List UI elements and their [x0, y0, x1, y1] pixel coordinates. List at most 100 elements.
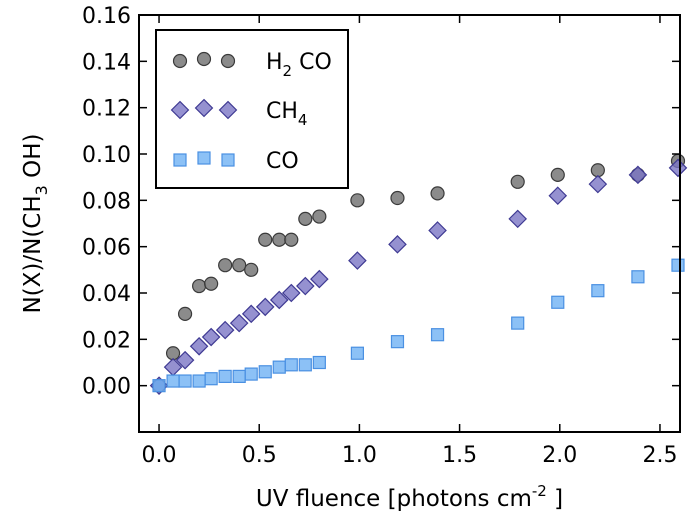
legend-marker-co	[221, 153, 235, 167]
legend: H2 CO CH4 CO	[155, 29, 349, 189]
x-tick-label: 0.5	[242, 443, 277, 468]
point-co	[178, 374, 192, 388]
point-co	[350, 346, 365, 360]
y-axis-label-pre: N(X)/N(CH	[20, 195, 46, 313]
point-h2co	[350, 193, 365, 208]
point-co	[258, 365, 272, 379]
point-co	[192, 374, 206, 388]
point-ch4	[668, 158, 688, 178]
point-h2co	[177, 306, 193, 321]
point-h2co	[284, 232, 299, 247]
point-co	[390, 335, 405, 349]
point-ch4	[388, 235, 407, 254]
legend-marker-ch4	[170, 100, 190, 120]
point-h2co	[550, 167, 565, 182]
point-h2co	[430, 186, 445, 201]
x-tick-label: 2.5	[642, 443, 677, 468]
point-h2co	[165, 346, 181, 361]
y-tick-label: 0.00	[82, 375, 131, 400]
point-h2co	[244, 262, 259, 277]
y-axis-label-subscript: 3	[32, 185, 51, 195]
legend-label-co: CO	[266, 149, 299, 174]
point-co	[298, 358, 312, 372]
point-ch4	[348, 251, 367, 270]
legend-marker-ch4	[194, 98, 214, 118]
axis-ticks: 0.0 0.5 1.0 1.5 2.0 2.5 0.00 0.02 0.04 0.06 0.08 0.…	[82, 4, 680, 468]
point-co	[591, 284, 605, 298]
point-co	[430, 328, 445, 342]
point-h2co	[590, 163, 605, 178]
legend-marker-h2co	[196, 51, 212, 67]
y-axis-label-post: OH)	[20, 133, 46, 185]
y-tick-label: 0.04	[82, 282, 131, 307]
point-ch4	[310, 269, 329, 289]
point-h2co	[232, 258, 247, 273]
point-h2co	[312, 209, 327, 224]
legend-marker-co	[173, 153, 187, 167]
legend-label-ch4-sub: 4	[298, 111, 308, 129]
legend-marker-h2co	[172, 53, 188, 69]
point-ch4	[215, 320, 235, 340]
point-ch4	[296, 276, 315, 296]
point-ch4	[628, 165, 648, 185]
point-h2co	[258, 232, 273, 247]
point-co	[284, 358, 298, 372]
y-tick-label: 0.14	[82, 50, 131, 75]
legend-label-h2co-post: CO	[292, 50, 332, 75]
legend-marker-ch4	[218, 100, 238, 120]
series-co	[152, 258, 685, 393]
y-tick-label: 0.06	[82, 236, 131, 261]
point-ch4	[175, 350, 195, 370]
point-co	[204, 372, 218, 386]
x-axis-label-tail: ]	[547, 486, 563, 512]
point-co	[218, 369, 232, 383]
legend-marker-co	[197, 151, 211, 165]
point-h2co	[390, 190, 405, 206]
point-ch4	[189, 336, 209, 356]
plot-frame	[138, 14, 681, 433]
point-co	[166, 374, 180, 388]
point-ch4	[229, 313, 249, 333]
legend-marker-h2co	[220, 53, 236, 69]
point-co	[511, 316, 525, 330]
legend-label-h2co: H2 CO	[266, 50, 332, 80]
data-points	[149, 153, 688, 395]
x-tick-label: 0.0	[142, 443, 177, 468]
legend-label-h2co-pre: H	[266, 50, 283, 75]
point-co	[272, 360, 286, 374]
y-tick-label: 0.16	[82, 4, 131, 29]
point-ch4	[255, 297, 275, 317]
point-h2co	[218, 258, 233, 273]
point-h2co	[192, 278, 207, 294]
point-co	[551, 295, 565, 309]
y-axis-label: N(X)/N(CH3 OH)	[20, 133, 51, 313]
point-co	[671, 258, 685, 272]
point-ch4	[428, 221, 447, 240]
legend-label-ch4-pre: CH	[266, 99, 298, 124]
legend-markers	[170, 51, 238, 167]
x-axis-label: UV fluence [photons cm-2 ]	[256, 482, 563, 512]
y-tick-label: 0.02	[82, 328, 131, 353]
series-ch4	[149, 158, 688, 395]
legend-label-h2co-sub: 2	[283, 62, 293, 80]
point-h2co	[204, 276, 219, 291]
point-ch4	[548, 186, 568, 205]
point-ch4	[281, 283, 301, 303]
point-h2co	[298, 211, 313, 226]
y-tick-label: 0.08	[82, 189, 131, 214]
y-tick-label: 0.12	[82, 97, 131, 122]
legend-label-co-pre: CO	[266, 149, 299, 174]
series-h2co	[151, 153, 686, 393]
point-co	[631, 270, 645, 284]
point-h2co	[272, 232, 287, 247]
point-ch4	[508, 209, 527, 229]
point-co	[312, 355, 326, 370]
point-ch4	[241, 304, 261, 324]
x-tick-label: 2.0	[542, 443, 577, 468]
point-co	[152, 379, 166, 393]
point-ch4	[588, 174, 608, 194]
point-h2co	[510, 174, 525, 189]
x-tick-label: 1.0	[342, 443, 377, 468]
y-tick-label: 0.10	[82, 143, 131, 168]
